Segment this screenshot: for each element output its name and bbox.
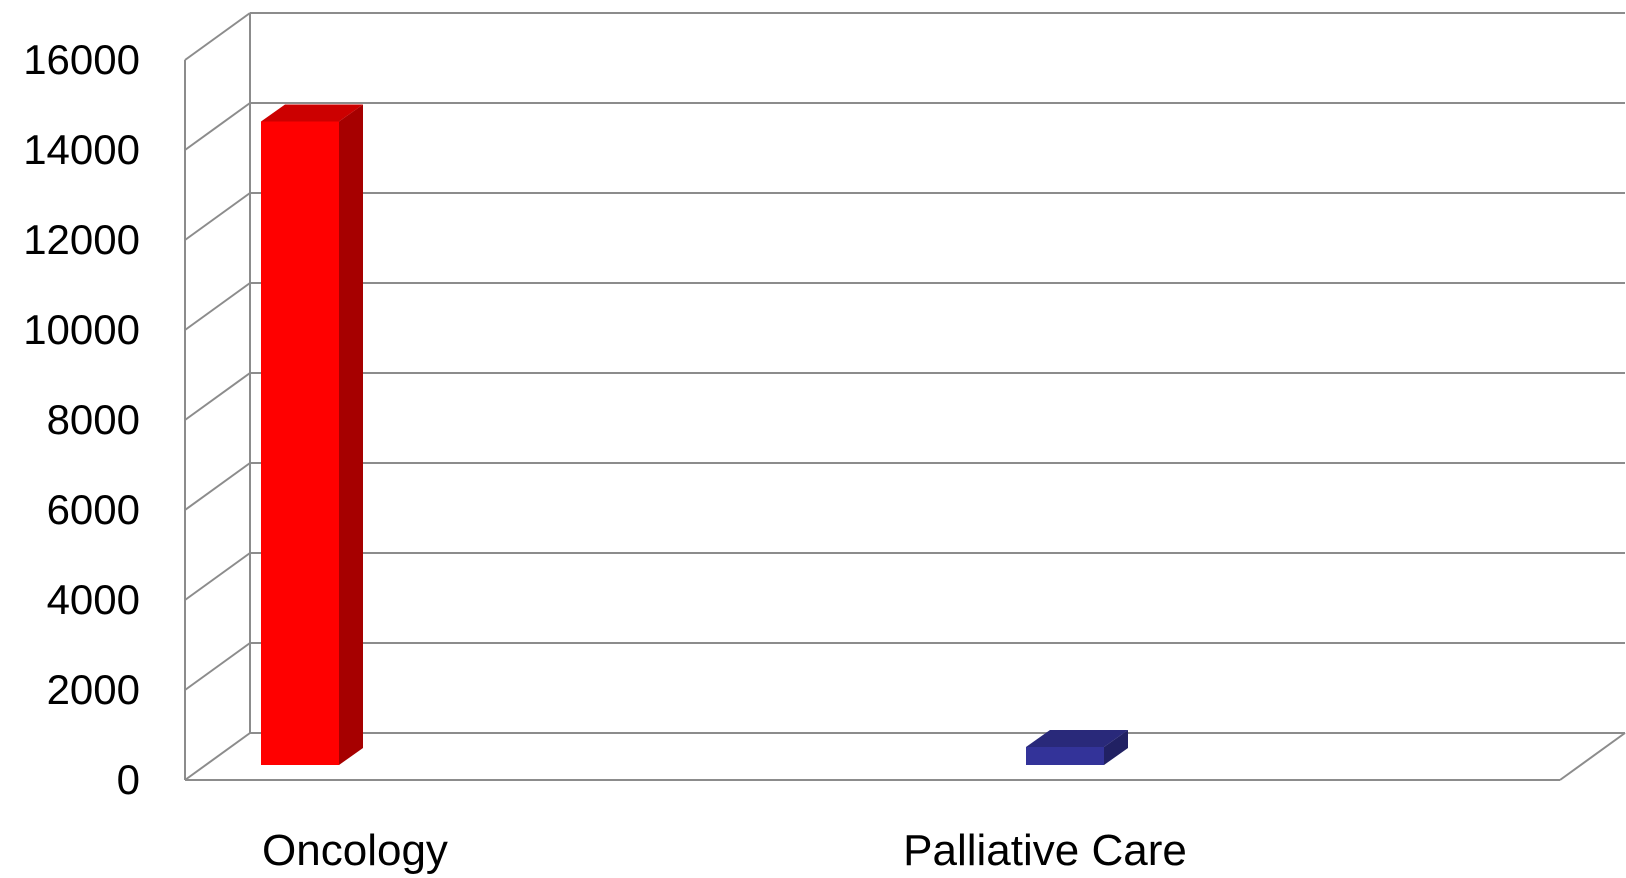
gridline-side	[184, 372, 251, 421]
gridlines	[184, 12, 1625, 781]
chart-walls	[184, 60, 1626, 781]
x-category-label: Oncology	[262, 826, 448, 875]
y-tick-label: 14000	[23, 126, 140, 173]
y-tick-label: 6000	[47, 486, 140, 533]
x-axis-labels: Oncology Palliative Care	[262, 826, 1187, 875]
y-tick-label: 2000	[47, 666, 140, 713]
bars	[261, 104, 1128, 765]
gridline-side	[184, 732, 251, 781]
y-tick-label: 4000	[47, 576, 140, 623]
y-tick-label: 12000	[23, 216, 140, 263]
y-axis-ticks: 0 2000 4000 6000 8000 10000 12000 14000 16000	[23, 36, 140, 803]
y-tick-label: 16000	[23, 36, 140, 83]
gridline-side	[184, 102, 251, 151]
gridline-side	[184, 462, 251, 511]
floor-right-edge	[1559, 732, 1626, 781]
bar-front-face	[261, 121, 339, 765]
x-category-label: Palliative Care	[903, 826, 1187, 875]
gridline-side	[184, 192, 251, 241]
bar-side-face	[1104, 730, 1128, 765]
gridline-side	[184, 552, 251, 601]
gridline-side	[184, 642, 251, 691]
gridline-side	[184, 12, 251, 61]
bar-palliative-care	[1026, 730, 1128, 765]
y-tick-label: 10000	[23, 306, 140, 353]
bar-side-face	[339, 104, 363, 765]
bar-top-face	[261, 104, 363, 122]
gridline-side	[184, 282, 251, 331]
y-tick-label: 0	[117, 756, 140, 803]
bar-front-face	[1026, 747, 1104, 765]
bar-oncology	[261, 104, 363, 765]
y-tick-label: 8000	[47, 396, 140, 443]
bar-top-face	[1026, 730, 1128, 747]
